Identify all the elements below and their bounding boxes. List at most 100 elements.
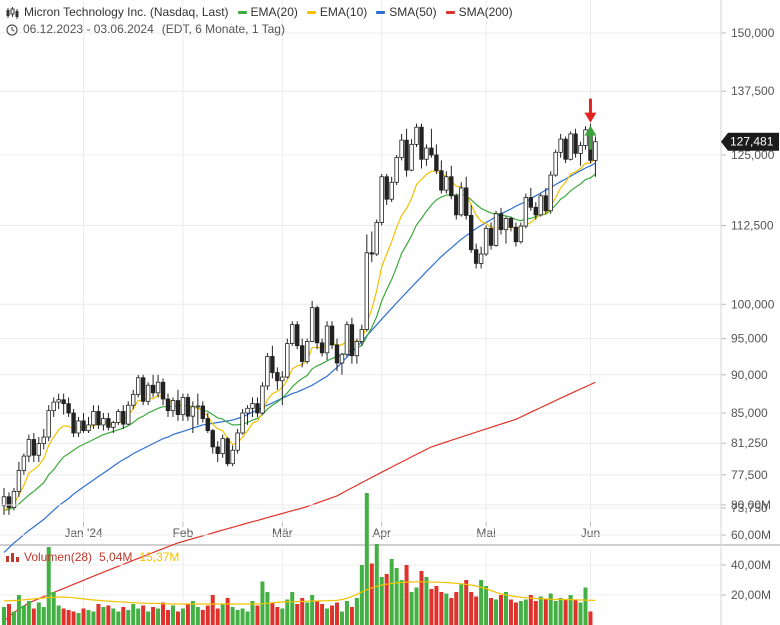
volume-bar-up — [36, 602, 41, 625]
candle-down — [464, 187, 469, 216]
legend-ema20[interactable]: EMA(20) — [237, 4, 298, 21]
candlesticks — [1, 123, 598, 515]
candle-up — [86, 424, 91, 431]
candle-up — [389, 181, 394, 200]
volume-bar-down — [429, 589, 434, 625]
candle-up — [290, 324, 295, 344]
volume-bar-up — [240, 608, 245, 625]
candle-up — [230, 449, 235, 465]
volume-bar-up — [344, 601, 349, 625]
candle-up — [155, 381, 161, 394]
candle-down — [314, 307, 320, 344]
volume-value: 5,04M — [99, 550, 133, 564]
volume-bar-down — [275, 607, 280, 625]
candle-up — [76, 420, 81, 434]
volume-bar-up — [76, 613, 81, 625]
candle-up — [483, 228, 489, 255]
volume-bar-up — [235, 610, 240, 625]
candle-down — [61, 399, 66, 405]
candle-up — [46, 410, 51, 438]
candle-up — [354, 341, 360, 357]
candle-down — [369, 252, 374, 255]
volume-bar-down — [295, 604, 300, 625]
candle-up — [250, 403, 255, 409]
volume-bar-down — [330, 605, 335, 625]
candle-up — [235, 432, 240, 451]
candle-up — [56, 399, 61, 403]
legend-label-sma200: SMA(200) — [458, 5, 513, 19]
volume-bar-down — [533, 601, 538, 625]
volume-y-axis: 80,00M 60,00M 40,00M 20,00M — [721, 498, 771, 602]
candle-up — [101, 418, 106, 426]
candle-down — [295, 324, 300, 347]
volume-bar-up — [116, 611, 121, 625]
sell-signal-arrow — [584, 98, 597, 123]
volume-bar-up — [190, 601, 195, 625]
volume-bar-down — [439, 592, 444, 625]
price-tick-label: 77,500 — [731, 468, 768, 482]
candle-up — [304, 341, 310, 362]
volume-bar-up — [399, 580, 404, 625]
volume-bar-down — [384, 574, 389, 625]
volume-bar-up — [538, 596, 543, 625]
candle-up — [374, 222, 379, 255]
legend-ema10[interactable]: EMA(10) — [306, 4, 367, 21]
volume-tick-label: 80,00M — [731, 498, 771, 512]
volume-bar-down — [469, 592, 474, 625]
candle-up — [558, 138, 563, 153]
legend-sma50[interactable]: SMA(50) — [376, 4, 437, 21]
volume-header: Volumen(28) 5,04M 15,37M — [6, 550, 179, 564]
volume-bar-up — [409, 592, 414, 625]
volume-bar-up — [339, 611, 344, 625]
volume-bar-down — [225, 598, 230, 625]
volume-bar-down — [185, 604, 190, 625]
price-gridlines — [0, 0, 722, 625]
volume-bar-up — [21, 605, 26, 625]
volume-bar-up — [56, 605, 61, 625]
volume-bar-up — [51, 592, 56, 625]
legend-swatch-sma200 — [445, 11, 455, 14]
buy-signal-arrow — [584, 125, 597, 150]
volume-bars-icon — [6, 553, 19, 562]
candle-up — [21, 455, 27, 471]
volume-bar-up — [518, 601, 523, 625]
volume-bar-up — [310, 595, 315, 625]
candle-up — [260, 385, 265, 414]
candle-up — [131, 393, 136, 406]
candle-up — [444, 176, 449, 191]
candle-up — [399, 139, 404, 159]
volume-bar-down — [175, 611, 180, 625]
volume-bar-up — [91, 611, 96, 625]
time-tick-label: Apr — [372, 526, 391, 540]
candle-up — [518, 225, 524, 243]
candle-down — [71, 412, 76, 434]
price-tick-label: 100,000 — [731, 297, 775, 311]
volume-bar-down — [96, 604, 101, 625]
date-range-note: (EDT, 6 Monate, 1 Tag) — [161, 22, 285, 36]
legend-swatch-ema10 — [306, 11, 316, 14]
volume-bar-down — [588, 611, 593, 625]
volume-bar-up — [394, 568, 399, 625]
candle-up — [41, 436, 46, 445]
volume-bar-down — [200, 610, 205, 625]
candle-down — [319, 342, 325, 354]
volume-bar-up — [136, 608, 141, 625]
volume-bar-up — [374, 544, 379, 625]
volume-bar-down — [513, 602, 518, 625]
volume-bar-up — [195, 607, 200, 625]
candle-up — [548, 174, 553, 212]
date-range: 06.12.2023 - 03.06.2024 — [23, 22, 154, 36]
volume-bar-down — [499, 595, 503, 625]
volume-average — [3, 581, 596, 605]
candle-down — [473, 249, 479, 264]
candle-down — [334, 344, 340, 364]
volume-bar-down — [419, 571, 424, 625]
volume-bar-down — [334, 602, 339, 625]
candle-down — [573, 133, 578, 154]
volume-bar-down — [151, 607, 156, 625]
time-tick-label: Feb — [173, 526, 194, 540]
candle-up — [523, 197, 529, 227]
candle-up — [11, 491, 17, 508]
legend-sma200[interactable]: SMA(200) — [445, 4, 513, 21]
